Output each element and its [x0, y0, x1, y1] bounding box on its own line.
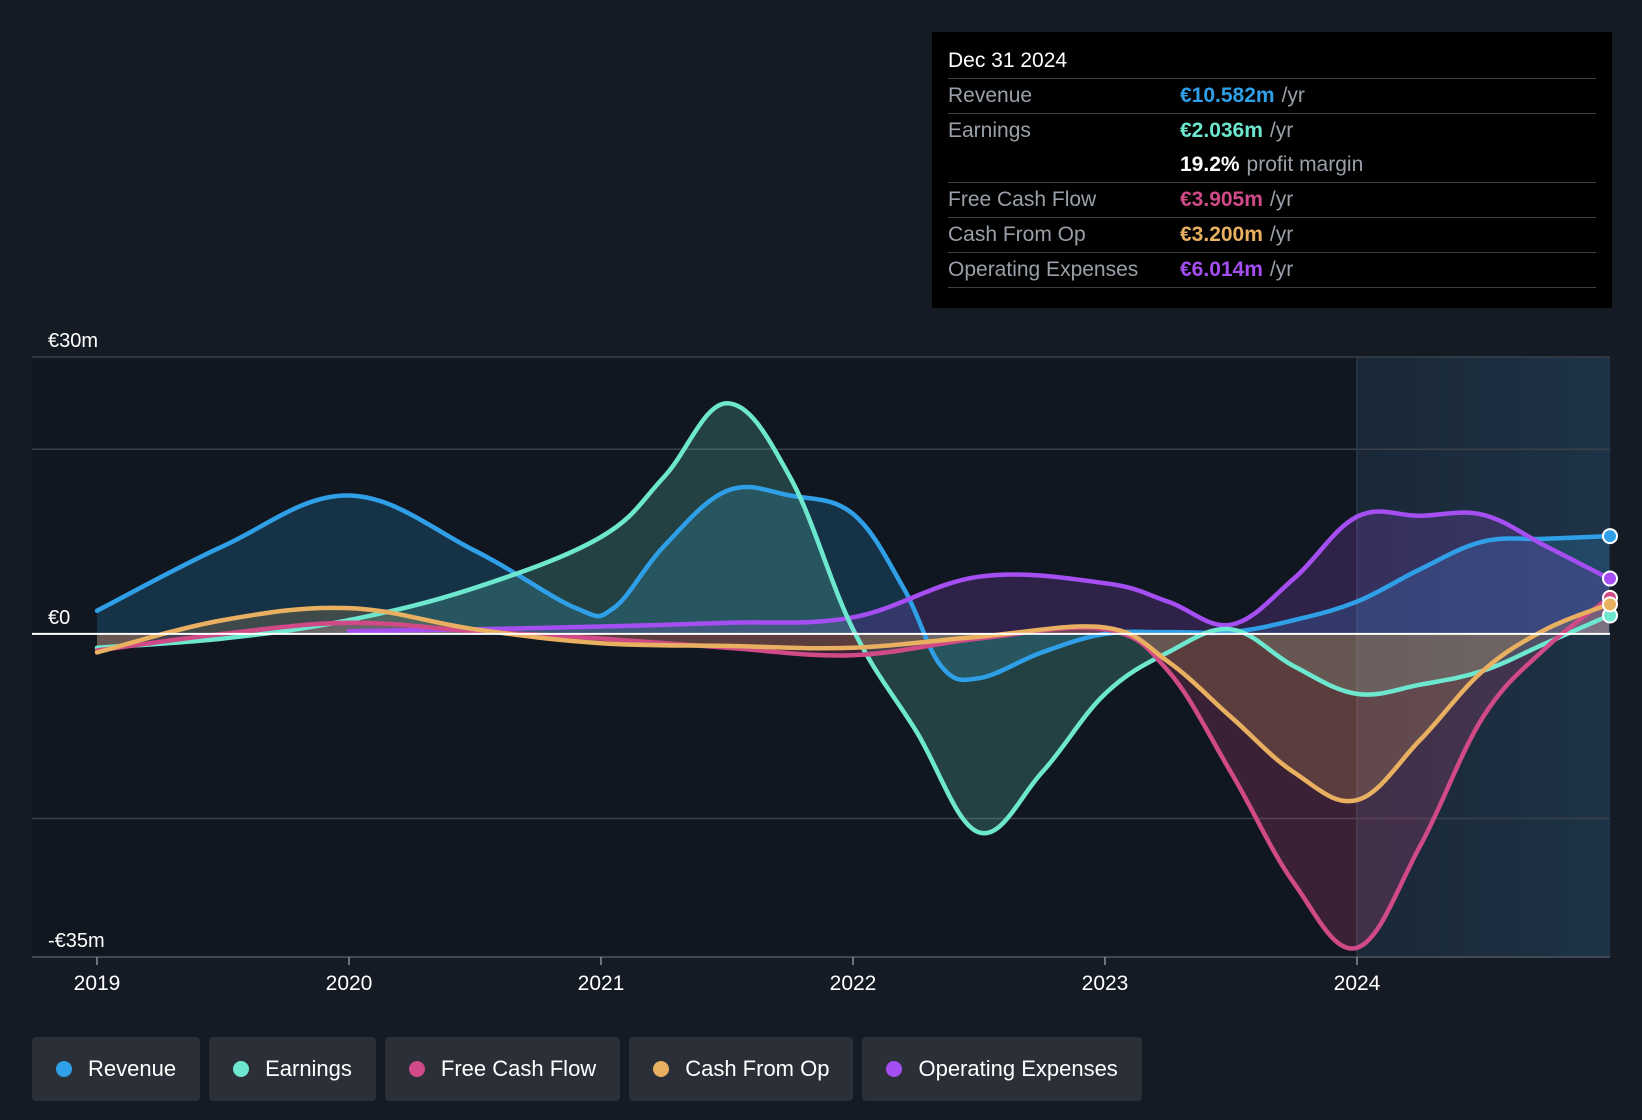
legend: Revenue Earnings Free Cash Flow Cash Fro…	[32, 1037, 1151, 1101]
tooltip-row-cash-from-op: Cash From Op €3.200m /yr	[948, 217, 1596, 252]
series-line-revenue	[94, 484, 1612, 683]
tooltip-panel: Dec 31 2024 Revenue €10.582m /yr Earning…	[932, 32, 1612, 308]
tooltip-unit: /yr	[1281, 84, 1305, 107]
series-area-earnings	[97, 403, 1609, 834]
legend-dot-icon	[653, 1061, 670, 1077]
legend-dot-icon	[56, 1061, 72, 1077]
x-tick-label: 2020	[326, 972, 373, 995]
x-tick-label: 2019	[74, 972, 121, 995]
legend-item-free-cash-flow[interactable]: Free Cash Flow	[384, 1037, 621, 1101]
x-tick-label: 2022	[830, 972, 877, 995]
tooltip-row-revenue: Revenue €10.582m /yr	[948, 78, 1596, 113]
legend-item-operating-expenses[interactable]: Operating Expenses	[862, 1037, 1142, 1101]
legend-label: Operating Expenses	[918, 1056, 1118, 1081]
legend-dot-icon	[233, 1061, 250, 1077]
legend-label: Revenue	[88, 1056, 177, 1081]
tooltip-label: Cash From Op	[948, 223, 1086, 246]
tooltip-value: €10.582m	[1180, 84, 1275, 107]
x-tick-label: 2024	[1334, 972, 1381, 995]
legend-item-earnings[interactable]: Earnings	[209, 1037, 376, 1101]
series-end-marker-cfo	[1602, 596, 1618, 613]
series-end-marker-opex	[1602, 570, 1618, 587]
tooltip-unit: /yr	[1269, 119, 1294, 142]
y-tick-label: €0	[48, 607, 70, 629]
tooltip-date: Dec 31 2024	[948, 49, 1068, 72]
legend-label: Free Cash Flow	[440, 1056, 597, 1081]
tooltip-label: Earnings	[948, 119, 1031, 142]
y-tick-label: -€35m	[48, 930, 105, 952]
series-line-earnings	[94, 400, 1612, 836]
chart-canvas: €30m €0 -€35m 2019 2020 2021 2022 2023 2024	[32, 330, 1618, 995]
series-line-opex	[346, 509, 1612, 634]
x-tick-label: 2023	[1082, 972, 1129, 995]
tooltip-label: Operating Expenses	[948, 258, 1139, 281]
x-tick-label: 2021	[578, 972, 625, 995]
tooltip-row-earnings: Earnings €2.036m /yr	[948, 113, 1596, 148]
legend-label: Cash From Op	[685, 1056, 830, 1081]
legend-item-cash-from-op[interactable]: Cash From Op	[629, 1037, 854, 1101]
tooltip-label: Free Cash Flow	[948, 188, 1097, 211]
legend-dot-icon	[408, 1061, 425, 1077]
series-end-marker-revenue	[1602, 528, 1618, 545]
legend-dot-icon	[886, 1061, 903, 1077]
legend-label: Earnings	[265, 1056, 352, 1081]
tooltip-value: €6.014m	[1180, 258, 1263, 281]
tooltip-unit: /yr	[1269, 223, 1294, 246]
y-tick-label: €30m	[48, 330, 98, 352]
tooltip-row-operating-expenses: Operating Expenses €6.014m /yr	[948, 252, 1596, 288]
series-area-opex	[349, 511, 1609, 634]
tooltip-row-free-cash-flow: Free Cash Flow €3.905m /yr	[948, 182, 1596, 217]
tooltip-unit: profit margin	[1246, 153, 1364, 176]
tooltip-unit: /yr	[1269, 258, 1294, 281]
forecast-region	[1357, 357, 1610, 957]
tooltip-value: 19.2%	[1180, 153, 1240, 176]
tooltip-label: Revenue	[948, 84, 1033, 107]
tooltip-unit: /yr	[1269, 188, 1294, 211]
tooltip-row-profit-margin: 19.2% profit margin	[948, 148, 1596, 182]
tooltip-value: €2.036m	[1180, 119, 1263, 142]
tooltip-value: €3.905m	[1180, 188, 1263, 211]
legend-item-revenue[interactable]: Revenue	[32, 1037, 201, 1101]
tooltip-value: €3.200m	[1180, 223, 1263, 246]
series-area-fcf	[97, 597, 1609, 949]
series-area-cfo	[97, 604, 1609, 802]
